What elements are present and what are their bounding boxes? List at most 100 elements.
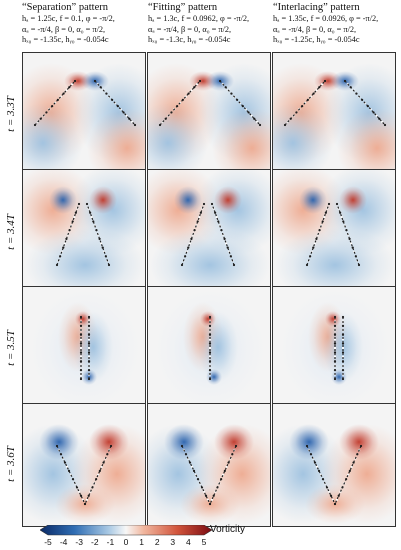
plate-marker bbox=[313, 242, 316, 245]
plate-marker bbox=[65, 465, 69, 468]
colorbar-tick-label: 4 bbox=[186, 537, 191, 547]
param-line: hₐ = 1.3c, f = 0.0962, φ = -π/2, bbox=[148, 14, 250, 23]
colorbar-tick-label: -4 bbox=[59, 537, 68, 547]
param-line: αₐ = -π/4, β = 0, α₀ = π/2, bbox=[148, 24, 232, 34]
plate-marker bbox=[321, 83, 324, 86]
plate-marker bbox=[208, 346, 212, 350]
flapping-plate bbox=[336, 203, 360, 266]
vorticity-field bbox=[30, 289, 140, 409]
vorticity-region bbox=[206, 369, 222, 385]
flapping-plate bbox=[306, 203, 330, 266]
flapping-plate bbox=[344, 80, 386, 126]
plate-marker bbox=[333, 351, 337, 354]
colorbar bbox=[40, 525, 212, 536]
plate-marker bbox=[196, 83, 199, 86]
row-label: t = 3.6T bbox=[5, 446, 17, 482]
plate-marker bbox=[87, 346, 91, 350]
plate-marker bbox=[73, 79, 77, 83]
vorticity-field bbox=[273, 63, 395, 175]
plate-marker bbox=[335, 498, 338, 501]
colorbar-tick-label: -1 bbox=[106, 537, 115, 547]
flapping-plate bbox=[56, 445, 86, 505]
vorticity-panel bbox=[22, 403, 146, 527]
plate-marker bbox=[128, 117, 131, 120]
plate-marker bbox=[323, 215, 326, 219]
vorticity-region bbox=[87, 108, 145, 175]
plate-marker bbox=[87, 342, 91, 345]
colorbar-tick-label: 1 bbox=[139, 537, 144, 547]
flapping-plate bbox=[84, 445, 112, 505]
row-label: t = 3.3T bbox=[5, 96, 17, 132]
vorticity-region bbox=[289, 424, 329, 460]
vorticity-panel bbox=[147, 403, 271, 527]
colorbar-tick-label: -5 bbox=[44, 537, 52, 547]
flapping-plate bbox=[159, 80, 201, 126]
plate-marker bbox=[208, 351, 212, 354]
plate-marker bbox=[341, 342, 345, 345]
plate-marker bbox=[208, 502, 212, 506]
column-header-interlacing: “Interlacing” pattern hₐ = 1.35c, f = 0.… bbox=[273, 2, 401, 46]
vorticity-region bbox=[49, 186, 77, 214]
plate-marker bbox=[68, 86, 71, 89]
param-line: hₓ₀ = -1.3c, hᵧ₀ = -0.054c bbox=[148, 35, 231, 44]
vorticity-region bbox=[174, 186, 202, 214]
plate-marker bbox=[383, 123, 387, 127]
plate-marker bbox=[83, 502, 87, 506]
vorticity-panel bbox=[147, 52, 271, 176]
flapping-plate bbox=[86, 203, 110, 266]
vorticity-panel bbox=[272, 286, 396, 410]
plate-marker bbox=[210, 498, 213, 501]
vorticity-field bbox=[273, 170, 395, 292]
vorticity-region bbox=[214, 424, 254, 460]
vorticity-region bbox=[337, 108, 395, 175]
colorbar-tick-label: 3 bbox=[170, 537, 176, 547]
vorticity-field bbox=[23, 424, 145, 524]
plate-marker bbox=[329, 494, 333, 497]
plate-marker bbox=[348, 469, 351, 472]
plate-marker bbox=[340, 215, 343, 219]
plate-marker bbox=[225, 242, 228, 245]
plate-marker bbox=[378, 117, 381, 120]
column-title: “Separation” pattern bbox=[22, 2, 108, 13]
column-header-separation: “Separation” pattern hₐ = 1.25c, f = 0.1… bbox=[22, 2, 150, 46]
vorticity-region bbox=[25, 227, 145, 292]
plate-marker bbox=[87, 351, 91, 354]
vorticity-region bbox=[73, 312, 113, 382]
column-title: “Fitting” pattern bbox=[148, 2, 218, 13]
vorticity-panel bbox=[147, 286, 271, 410]
vorticity-field bbox=[148, 63, 270, 175]
vorticity-region bbox=[39, 424, 79, 460]
plate-marker bbox=[73, 215, 76, 219]
vorticity-region bbox=[275, 227, 395, 292]
plate-marker bbox=[315, 465, 319, 468]
vorticity-field bbox=[273, 424, 395, 524]
vorticity-region bbox=[150, 227, 270, 292]
plate-marker bbox=[258, 123, 262, 127]
flapping-plate bbox=[181, 445, 211, 505]
plate-marker bbox=[131, 120, 134, 123]
plate-marker bbox=[198, 79, 202, 83]
vorticity-region bbox=[164, 424, 204, 460]
vorticity-panel bbox=[22, 286, 146, 410]
flapping-plate bbox=[211, 203, 235, 266]
vorticity-panel bbox=[272, 403, 396, 527]
colorbar-tick-label: -2 bbox=[91, 537, 99, 547]
flapping-plate bbox=[34, 80, 76, 126]
colorbar-tick-label: 0 bbox=[123, 537, 129, 547]
vorticity-field bbox=[280, 289, 390, 409]
plate-marker bbox=[256, 120, 259, 123]
plate-marker bbox=[333, 502, 337, 506]
vorticity-region bbox=[214, 186, 242, 214]
param-line: hₓ₀ = -1.35c, hᵧ₀ = -0.054c bbox=[22, 35, 109, 44]
plate-marker bbox=[79, 342, 83, 345]
vorticity-panel bbox=[272, 169, 396, 293]
flapping-plate bbox=[306, 445, 336, 505]
flapping-plate bbox=[181, 203, 205, 266]
plate-marker bbox=[198, 215, 201, 219]
plate-marker bbox=[79, 351, 83, 354]
vorticity-region bbox=[331, 369, 347, 385]
flapping-plate bbox=[94, 80, 136, 126]
plate-marker bbox=[223, 469, 226, 472]
flapping-plate bbox=[219, 80, 261, 126]
vorticity-region bbox=[299, 186, 327, 214]
